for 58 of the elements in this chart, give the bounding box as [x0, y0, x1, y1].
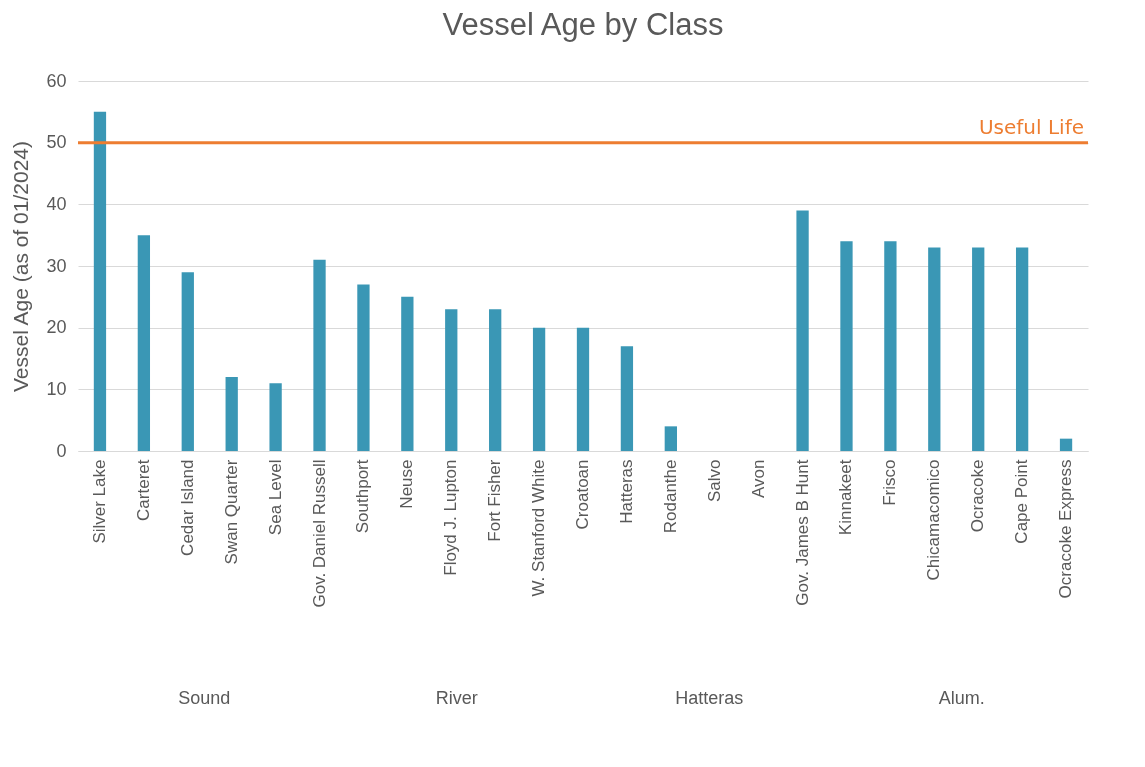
x-tick-label: Carteret: [133, 459, 153, 521]
x-tick-label: Rodanthe: [660, 459, 680, 534]
bar: [840, 241, 853, 451]
y-tick-label: 50: [46, 132, 67, 153]
bar: [313, 259, 326, 451]
x-tick-label: Floyd J. Lupton: [441, 459, 461, 576]
x-tick-label: Fort Fisher: [485, 459, 505, 542]
bar: [269, 383, 282, 451]
x-tick-label: Silver Lake: [89, 459, 109, 544]
x-tick-label: Ocracoke Express: [1056, 459, 1076, 599]
bar: [576, 327, 590, 451]
bar: [225, 377, 238, 451]
x-tick-label: Hatteras: [616, 459, 636, 524]
bar: [401, 296, 414, 451]
x-tick-label: Salvo: [704, 459, 724, 503]
bar: [972, 247, 985, 451]
bar: [928, 247, 941, 451]
bar: [181, 272, 194, 451]
x-tick-label: W. Stanford White: [529, 459, 549, 597]
y-tick-label: 10: [46, 378, 67, 399]
bar: [137, 235, 151, 451]
x-tick-label: Gov. James B Hunt: [792, 459, 812, 606]
bar: [1059, 438, 1073, 451]
x-tick-label: Cedar Island: [177, 459, 197, 556]
x-tick-label: Swan Quarter: [221, 459, 241, 565]
x-tick-label: Frisco: [880, 459, 900, 506]
y-tick-label: 0: [56, 440, 67, 461]
bar: [357, 284, 370, 451]
x-tick-label: Avon: [748, 459, 768, 498]
bar: [1015, 247, 1029, 451]
chart-title: Vessel Age by Class: [442, 7, 724, 42]
x-tick-label: Croatoan: [573, 459, 592, 530]
bar: [445, 309, 458, 451]
y-tick-label: 20: [46, 317, 67, 338]
bar: [884, 241, 897, 451]
bar: [93, 111, 107, 451]
x-tick-label: Cape Point: [1012, 459, 1032, 544]
x-tick-label: Ocracoke: [968, 459, 988, 533]
bar: [664, 426, 677, 451]
bar: [489, 309, 502, 451]
x-tick-label: Kinnakeet: [836, 459, 856, 536]
bar: [620, 346, 634, 451]
bar: [532, 327, 546, 451]
x-tick-label: Sea Level: [265, 459, 285, 536]
bar: [796, 210, 809, 451]
y-axis-title: Vessel Age (as of 01/2024): [9, 140, 33, 393]
y-tick-label: 30: [46, 255, 67, 276]
y-tick-label: 40: [46, 193, 67, 214]
ref-line-label: Useful Life: [978, 114, 1084, 139]
y-tick-label: 60: [46, 70, 67, 91]
x-tick-label: Chicamacomico: [924, 459, 944, 581]
text: River: [435, 688, 478, 708]
text: Sound: [178, 688, 231, 708]
x-tick-label: Neuse: [397, 459, 417, 509]
text: Alum.: [938, 688, 985, 708]
text: Hatteras: [675, 688, 744, 708]
x-tick-label: Gov. Daniel Russell: [309, 459, 329, 608]
x-tick-label: Southport: [353, 459, 373, 534]
